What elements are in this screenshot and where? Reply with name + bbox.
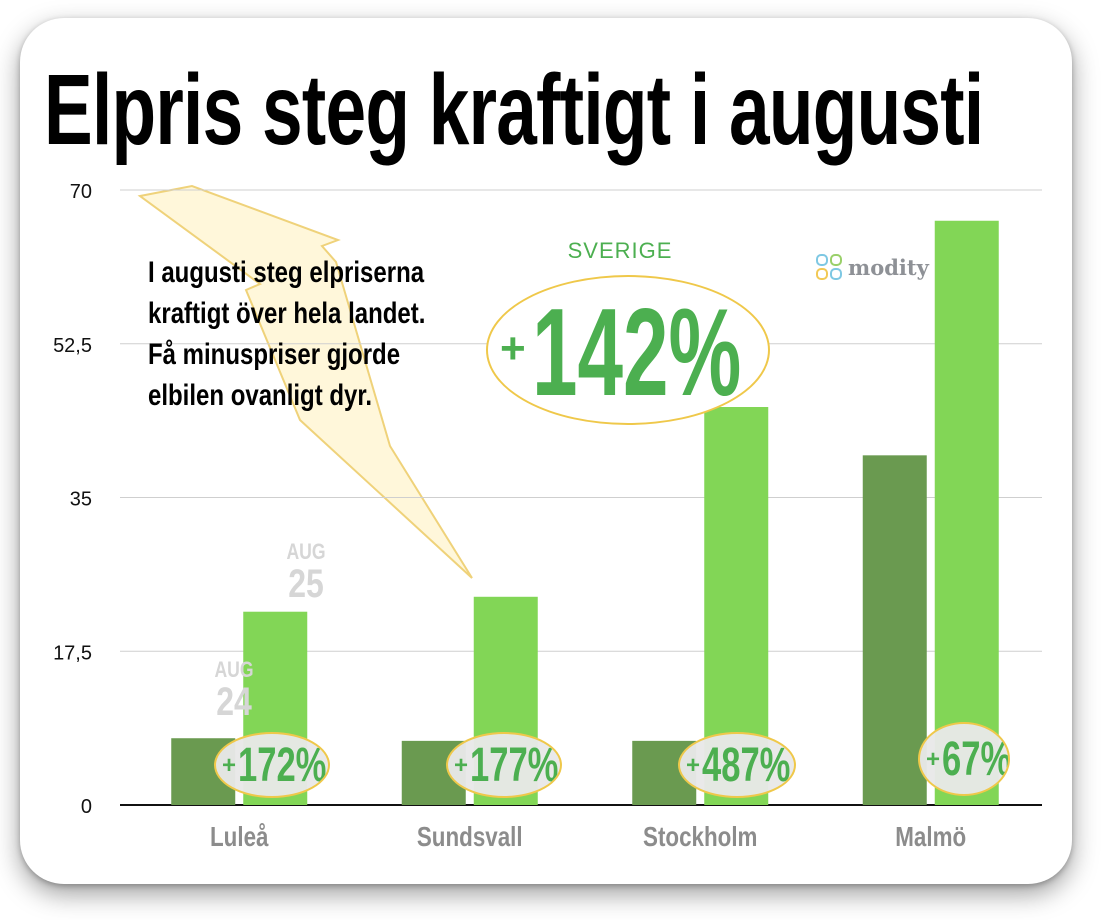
year-tag-year: 25 xyxy=(288,562,324,606)
y-tick-label: 52,5 xyxy=(53,335,92,357)
change-badge-stockholm: + 487% xyxy=(678,732,796,798)
y-tick-label: 35 xyxy=(70,489,92,511)
bar-aug25 xyxy=(934,220,999,805)
chart-title: Elpris steg kraftigt i augusti xyxy=(44,54,984,166)
modity-logo: modity xyxy=(816,254,929,280)
annotation-line: I augusti steg elpriserna xyxy=(148,256,425,289)
annotation-text: I augusti steg elpriserna kraftigt över … xyxy=(148,252,425,416)
y-tick-label: 0 xyxy=(81,796,92,818)
year-tag-aug24: AUG 24 xyxy=(206,657,262,724)
logo-text: modity xyxy=(848,254,929,280)
y-tick-label: 70 xyxy=(70,181,92,203)
annotation-line: elbilen ovanligt dyr. xyxy=(148,379,373,412)
sverige-change-value: 142% xyxy=(532,284,742,422)
four-petal-logo-icon xyxy=(816,254,842,280)
annotation-line: kraftigt över hela landet. xyxy=(148,297,426,330)
change-badge-sundsvall: + 177% xyxy=(446,732,562,798)
category-label: Sundsvall xyxy=(417,822,523,853)
callout-pointer xyxy=(137,184,473,579)
change-plus-sign: + xyxy=(926,746,941,773)
change-badge-lulea: + 172% xyxy=(214,732,330,798)
change-plus-sign: + xyxy=(222,752,237,779)
y-tick-label: 17,5 xyxy=(53,642,92,664)
sverige-change-badge: + 142% xyxy=(486,275,770,425)
category-label: Luleå xyxy=(210,822,269,853)
change-plus-sign: + xyxy=(686,752,701,779)
annotation-line: Få minuspriser gjorde xyxy=(148,338,401,371)
change-badge-malmo: + 67% xyxy=(918,722,1010,796)
year-tag-aug25: AUG 25 xyxy=(278,539,334,606)
year-tag-month: AUG xyxy=(286,539,326,564)
change-value: 67% xyxy=(942,733,1010,786)
sverige-plus-sign: + xyxy=(500,324,526,373)
change-value: 172% xyxy=(238,739,327,792)
change-value: 177% xyxy=(470,739,559,792)
category-label: Stockholm xyxy=(643,822,757,853)
year-tag-month: AUG xyxy=(214,657,254,682)
sverige-label: SVERIGE xyxy=(567,238,673,263)
change-value: 487% xyxy=(702,739,791,792)
category-label: Malmö xyxy=(895,822,966,853)
bar-aug24 xyxy=(862,455,927,805)
change-plus-sign: + xyxy=(454,752,469,779)
year-tag-year: 24 xyxy=(216,680,252,724)
